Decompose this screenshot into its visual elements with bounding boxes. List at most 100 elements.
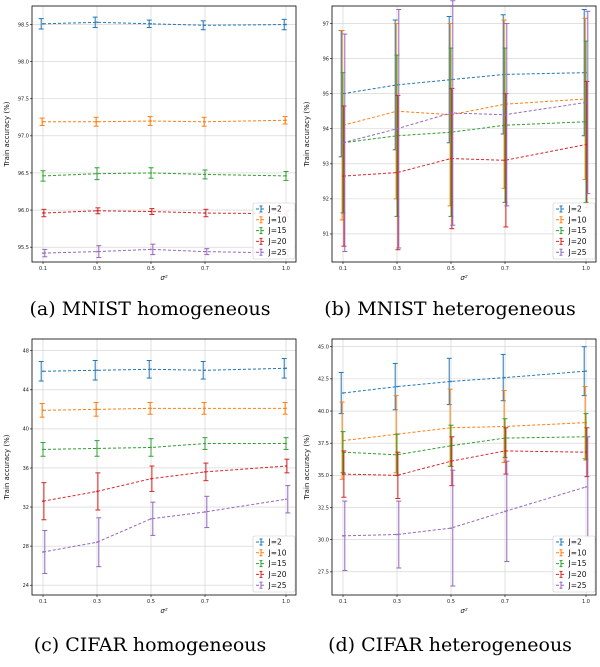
series-j15 <box>40 437 289 457</box>
series-line <box>342 436 587 456</box>
legend-label: J=10 <box>568 548 587 557</box>
legend-label: J=25 <box>268 581 287 590</box>
y-tick-label: 95 <box>323 91 329 97</box>
legend-item: J=20 <box>256 237 287 246</box>
chart-svg-cifar-heterogeneous: 27.5 30.0 32.5 35.0 37.5 40.0 42.5 45.0 0.1 0.3 0.… <box>303 338 597 615</box>
data-point <box>342 534 344 537</box>
data-point <box>585 370 587 373</box>
legend: J=2J=10 J=15 J=20 J=25 <box>252 535 296 593</box>
data-point <box>42 409 44 412</box>
data-point <box>204 212 206 214</box>
series-line <box>42 21 287 26</box>
data-point <box>150 210 152 213</box>
y-tick-label: 27.5 <box>318 570 329 576</box>
data-point <box>585 451 587 454</box>
legend-item: J=15 <box>556 226 587 235</box>
chart-svg-mnist-homogeneous: 95.5 96.0 96.5 97.0 97.5 98.0 98.5 0.1 0.3 0.5 0.7… <box>3 5 297 282</box>
legend-label: J=2 <box>568 538 582 547</box>
chart-panel-cifar-heterogeneous: 27.5 30.0 32.5 35.0 37.5 40.0 42.5 45.0 0.1 0.3 0.… <box>300 333 600 623</box>
series-line <box>42 498 287 553</box>
y-tick-label: 98.0 <box>18 59 29 65</box>
legend-item: J=25 <box>256 248 287 257</box>
plot-frame <box>31 338 297 596</box>
x-tick-label: 0.3 <box>93 599 101 605</box>
chart-svg-cifar-homogeneous: 24 28 32 36 40 44 48 0.1 0.3 0.5 0.7 1.0 σ² Train acc… <box>3 338 297 615</box>
legend: J=2J=10 J=15 J=20 J=25 <box>252 202 296 260</box>
x-tick-label: 1.0 <box>582 599 590 605</box>
x-tick-label: 1.0 <box>282 266 290 272</box>
data-point <box>42 22 44 25</box>
data-point <box>150 368 152 371</box>
data-point <box>96 250 98 253</box>
data-point <box>96 120 98 123</box>
legend-box <box>552 535 596 593</box>
x-axis-label: σ² <box>160 274 167 282</box>
legend: J=2J=10 J=15 J=20 J=25 <box>552 535 596 593</box>
data-point <box>42 212 44 214</box>
x-axis-label: σ² <box>460 274 467 282</box>
legend-item: J=20 <box>256 570 287 579</box>
x-tick-label: 0.1 <box>39 266 47 272</box>
data-point <box>150 477 152 480</box>
legend-label: J=15 <box>568 559 587 568</box>
series-line <box>42 172 287 177</box>
y-tick-label: 96.0 <box>18 208 29 214</box>
series-line <box>342 144 587 177</box>
legend-label: J=10 <box>568 215 587 224</box>
series-line <box>42 443 286 450</box>
chart-panel-mnist-heterogeneous: 91 92 93 94 95 96 97 0.1 0.3 0.5 0.7 1.0 σ² Train acc… <box>300 0 600 290</box>
y-tick-label: 37.5 <box>318 441 329 447</box>
data-point <box>96 541 98 544</box>
data-point <box>396 127 398 130</box>
plot-frame <box>331 5 597 263</box>
y-axis-label: Train accuracy (%) <box>3 101 11 167</box>
data-point <box>396 385 398 388</box>
series-j20 <box>41 207 290 218</box>
legend-item: J=10 <box>556 215 587 224</box>
x-tick-label: 0.3 <box>393 266 401 272</box>
legend-item: J=15 <box>556 559 587 568</box>
x-axis-label: σ² <box>460 607 467 615</box>
data-point <box>42 500 44 503</box>
series-j20 <box>341 80 590 251</box>
series-line <box>342 422 587 442</box>
data-point <box>150 407 152 410</box>
x-tick-label: 0.5 <box>147 266 155 272</box>
legend-label: J=2 <box>268 538 282 547</box>
legend-box <box>252 535 296 593</box>
data-point <box>396 533 398 536</box>
series-line <box>342 370 587 394</box>
y-tick-label: 94 <box>323 127 329 133</box>
data-point <box>585 486 587 488</box>
legend-item: J=25 <box>256 581 287 590</box>
legend-label: J=20 <box>268 237 287 246</box>
series-j20 <box>341 427 590 500</box>
y-tick-label: 92 <box>323 197 329 203</box>
data-point <box>96 447 98 450</box>
legend-label: J=10 <box>268 548 287 557</box>
x-tick-label: 0.7 <box>501 266 509 272</box>
data-point <box>285 367 287 370</box>
series-j15 <box>340 40 589 217</box>
data-point <box>42 252 44 254</box>
grid <box>332 6 596 262</box>
legend-label: J=10 <box>268 215 287 224</box>
y-tick-label: 96.5 <box>18 171 29 177</box>
data-point <box>450 157 452 160</box>
y-tick-label: 48 <box>23 349 29 355</box>
series-j2 <box>38 16 287 31</box>
data-point <box>396 171 398 174</box>
y-tick-label: 44 <box>23 388 29 394</box>
data-point <box>42 551 44 553</box>
y-tick-label: 97.0 <box>18 134 29 140</box>
caption-mnist-heterogeneous: (b) MNIST heterogeneous <box>324 298 576 320</box>
series-j25 <box>42 243 291 259</box>
data-point <box>150 120 152 122</box>
x-tick-label: 0.3 <box>93 266 101 272</box>
chart-svg-mnist-heterogeneous: 91 92 93 94 95 96 97 0.1 0.3 0.5 0.7 1.0 σ² Train acc… <box>303 0 597 282</box>
y-tick-label: 95.5 <box>18 245 29 251</box>
legend-label: J=25 <box>568 248 587 257</box>
data-point <box>204 24 206 27</box>
legend-item: J=10 <box>256 548 287 557</box>
legend-label: J=15 <box>568 226 587 235</box>
